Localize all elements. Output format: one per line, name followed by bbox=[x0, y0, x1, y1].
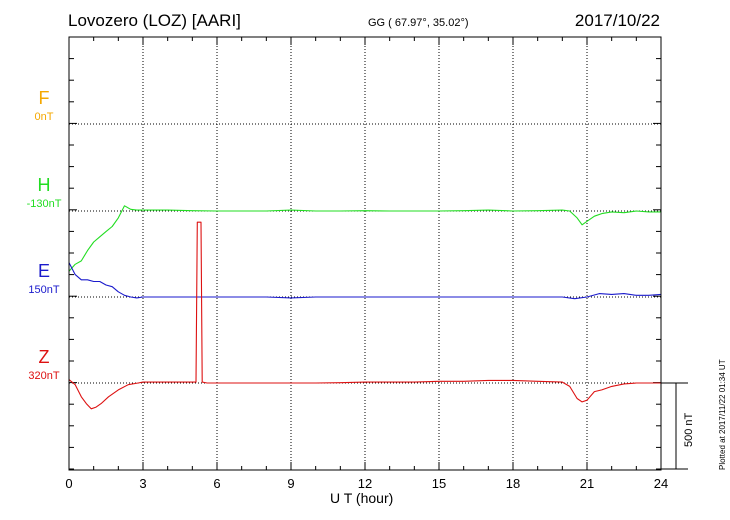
series-line-E bbox=[68, 262, 662, 300]
axis-ticks: 0 3 6 9 12 15 18 21 24 bbox=[65, 37, 668, 491]
x-tick-label: 18 bbox=[506, 476, 520, 491]
channel-name: F bbox=[39, 88, 50, 108]
geographic-coordinates: GG ( 67.97°, 35.02°) bbox=[368, 17, 469, 29]
channel-name: H bbox=[38, 175, 51, 195]
series-line-Z bbox=[68, 221, 661, 410]
x-tick-label: 15 bbox=[432, 476, 446, 491]
channel-baseline-value: 320nT bbox=[28, 370, 59, 382]
x-tick-label: 9 bbox=[287, 476, 294, 491]
channel-name: E bbox=[38, 261, 50, 281]
channel-labels: F 0nT H -130nT E 150nT Z 320nT bbox=[27, 88, 62, 382]
channel-name: Z bbox=[39, 347, 50, 367]
channel-baseline-value: 150nT bbox=[28, 284, 59, 296]
plot-date: 2017/10/22 bbox=[574, 11, 660, 30]
station-title: Lovozero (LOZ) [AARI] bbox=[68, 11, 241, 30]
series-line-H bbox=[68, 205, 661, 272]
channel-baseline-value: 0nT bbox=[35, 111, 54, 123]
x-axis-label: U T (hour) bbox=[330, 490, 394, 506]
scale-bar bbox=[661, 382, 688, 470]
channel-baseline-value: -130nT bbox=[27, 198, 62, 210]
x-tick-label: 3 bbox=[139, 476, 146, 491]
x-tick-label: 21 bbox=[580, 476, 594, 491]
grid-lines bbox=[69, 37, 661, 470]
plot-frame bbox=[68, 36, 662, 471]
x-tick-label: 0 bbox=[65, 476, 72, 491]
series-lines bbox=[68, 205, 662, 410]
x-tick-label: 12 bbox=[358, 476, 372, 491]
x-tick-label: 24 bbox=[654, 476, 668, 491]
x-tick-label: 6 bbox=[213, 476, 220, 491]
